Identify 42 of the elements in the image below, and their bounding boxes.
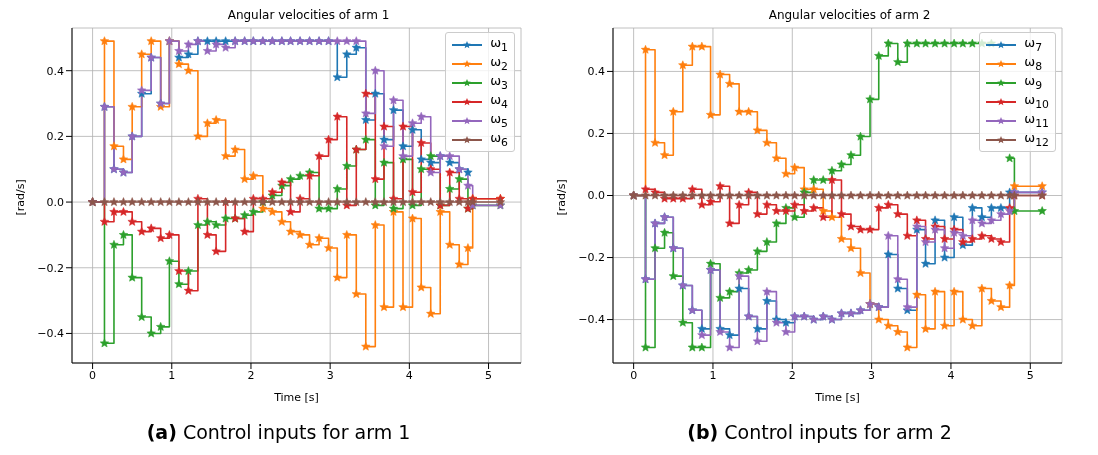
y-axis-title: [rad/s] — [13, 179, 27, 216]
x-tick-label: 0 — [630, 368, 638, 382]
legend-label: ω$_{9}$ — [1024, 73, 1043, 92]
legend-label: ω$_{3}$ — [490, 73, 508, 92]
x-tick-label: 2 — [247, 368, 255, 382]
y-tick-label: 0.0 — [587, 189, 605, 203]
x-axis-title: Time [s] — [273, 391, 319, 404]
y-tick-label: 0.4 — [46, 64, 64, 78]
y-tick-label: −0.4 — [37, 327, 64, 341]
x-tick-label: 0 — [89, 368, 97, 382]
x-tick-label: 5 — [1026, 368, 1034, 382]
legend-label: ω$_{7}$ — [1024, 35, 1043, 54]
y-tick-label: 0.2 — [46, 130, 64, 144]
x-tick-label: 5 — [485, 368, 493, 382]
x-tick-label: 2 — [788, 368, 796, 382]
x-tick-label: 1 — [709, 368, 717, 382]
y-tick-label: 0.2 — [587, 127, 605, 141]
y-tick-label: 0.0 — [46, 195, 64, 209]
x-tick-label: 4 — [405, 368, 413, 382]
legend-label: ω$_{8}$ — [1024, 54, 1043, 73]
legend-label: ω$_{5}$ — [490, 111, 508, 130]
y-tick-label: 0.4 — [587, 65, 605, 79]
legend-label: ω$_{11}$ — [1024, 111, 1049, 130]
y-tick-label: −0.2 — [578, 251, 605, 265]
legend-label: ω$_{2}$ — [490, 54, 508, 73]
chart-title: Angular velocities of arm 2 — [767, 8, 932, 24]
text: (a) Control inputs for arm 1 — [145, 421, 412, 443]
x-axis-title: Time [s] — [814, 391, 860, 404]
y-axis-title: [rad/s] — [554, 179, 568, 216]
chart-title: Angular velocities of arm 1 — [226, 8, 391, 24]
y-tick-label: −0.2 — [37, 261, 64, 275]
y-tick-label: −0.4 — [578, 313, 605, 327]
x-tick-label: 3 — [868, 368, 876, 382]
legend-label: ω$_{12}$ — [1024, 130, 1049, 149]
x-tick-label: 1 — [168, 368, 176, 382]
legend-label: ω$_{1}$ — [490, 35, 508, 54]
legend-label: ω$_{4}$ — [490, 92, 508, 111]
text: (b) Control inputs for arm 2 — [686, 421, 953, 443]
x-tick-label: 4 — [947, 368, 955, 382]
legend-label: ω$_{6}$ — [490, 130, 508, 149]
legend-label: ω$_{10}$ — [1024, 92, 1049, 111]
x-tick-label: 3 — [326, 368, 334, 382]
